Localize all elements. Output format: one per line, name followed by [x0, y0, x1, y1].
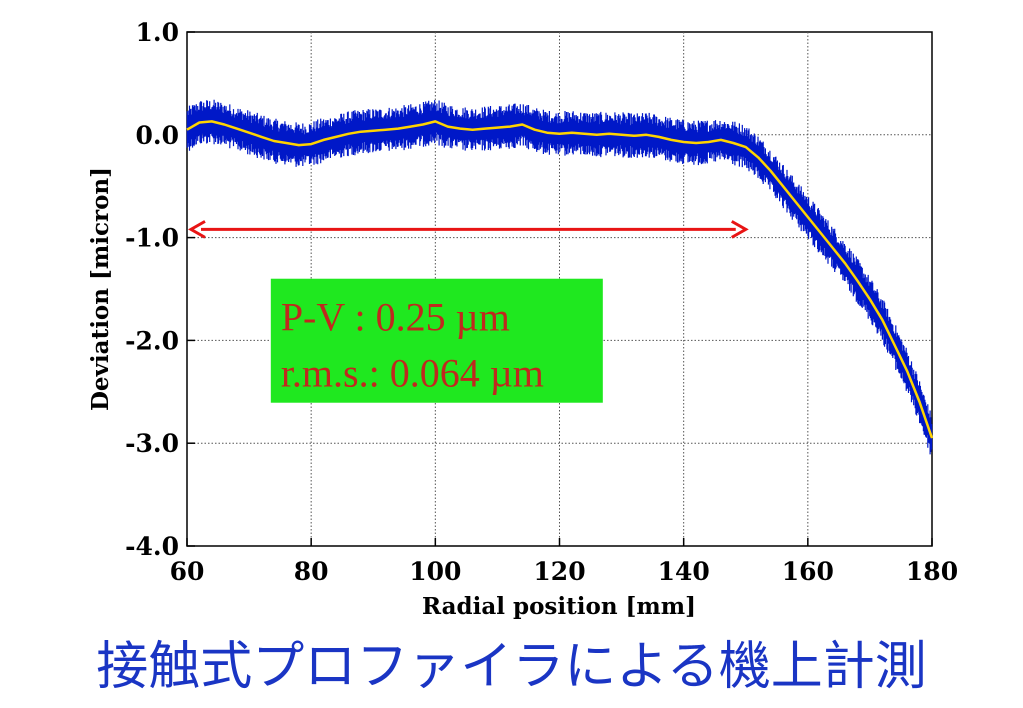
x-tick-label: 140 — [658, 557, 710, 586]
ticks: 60 80 100 120 140 160 180 1.0 0.0 -1.0 -2.0 -3.0 -4.… — [125, 18, 958, 586]
y-axis-label: Deviation [micron] — [87, 167, 114, 411]
smoothed-line — [186, 120, 934, 439]
x-tick-label: 160 — [782, 557, 834, 586]
y-tick-label: -3.0 — [125, 429, 179, 458]
caption: 接触式プロファイラによる機上計測 — [96, 637, 927, 697]
stats-box: P-V : 0.25 µm r.m.s.: 0.064 µm — [270, 278, 603, 403]
stats-pv-text: P-V : 0.25 µm — [281, 295, 510, 340]
smoothed-series — [186, 120, 934, 439]
arrow-head-left — [187, 220, 206, 239]
y-tick-label: -4.0 — [125, 532, 179, 561]
x-tick-label: 60 — [170, 557, 205, 586]
x-tick-label: 100 — [409, 557, 461, 586]
stats-box-background — [270, 278, 603, 403]
x-tick-label: 80 — [294, 557, 329, 586]
x-tick-label: 180 — [906, 557, 958, 586]
y-tick-label: 0.0 — [136, 121, 180, 150]
range-arrow — [187, 220, 749, 239]
arrow-head-right — [731, 220, 749, 239]
stats-rms-text: r.m.s.: 0.064 µm — [281, 351, 544, 396]
y-tick-label: 1.0 — [136, 18, 180, 47]
chart: 60 80 100 120 140 160 180 1.0 0.0 -1.0 -2.0 -3.0 -4.… — [87, 18, 958, 620]
x-axis-label: Radial position [mm] — [422, 593, 696, 620]
x-tick-label: 120 — [533, 557, 585, 586]
y-tick-label: -2.0 — [125, 326, 179, 355]
y-tick-label: -1.0 — [125, 224, 179, 253]
